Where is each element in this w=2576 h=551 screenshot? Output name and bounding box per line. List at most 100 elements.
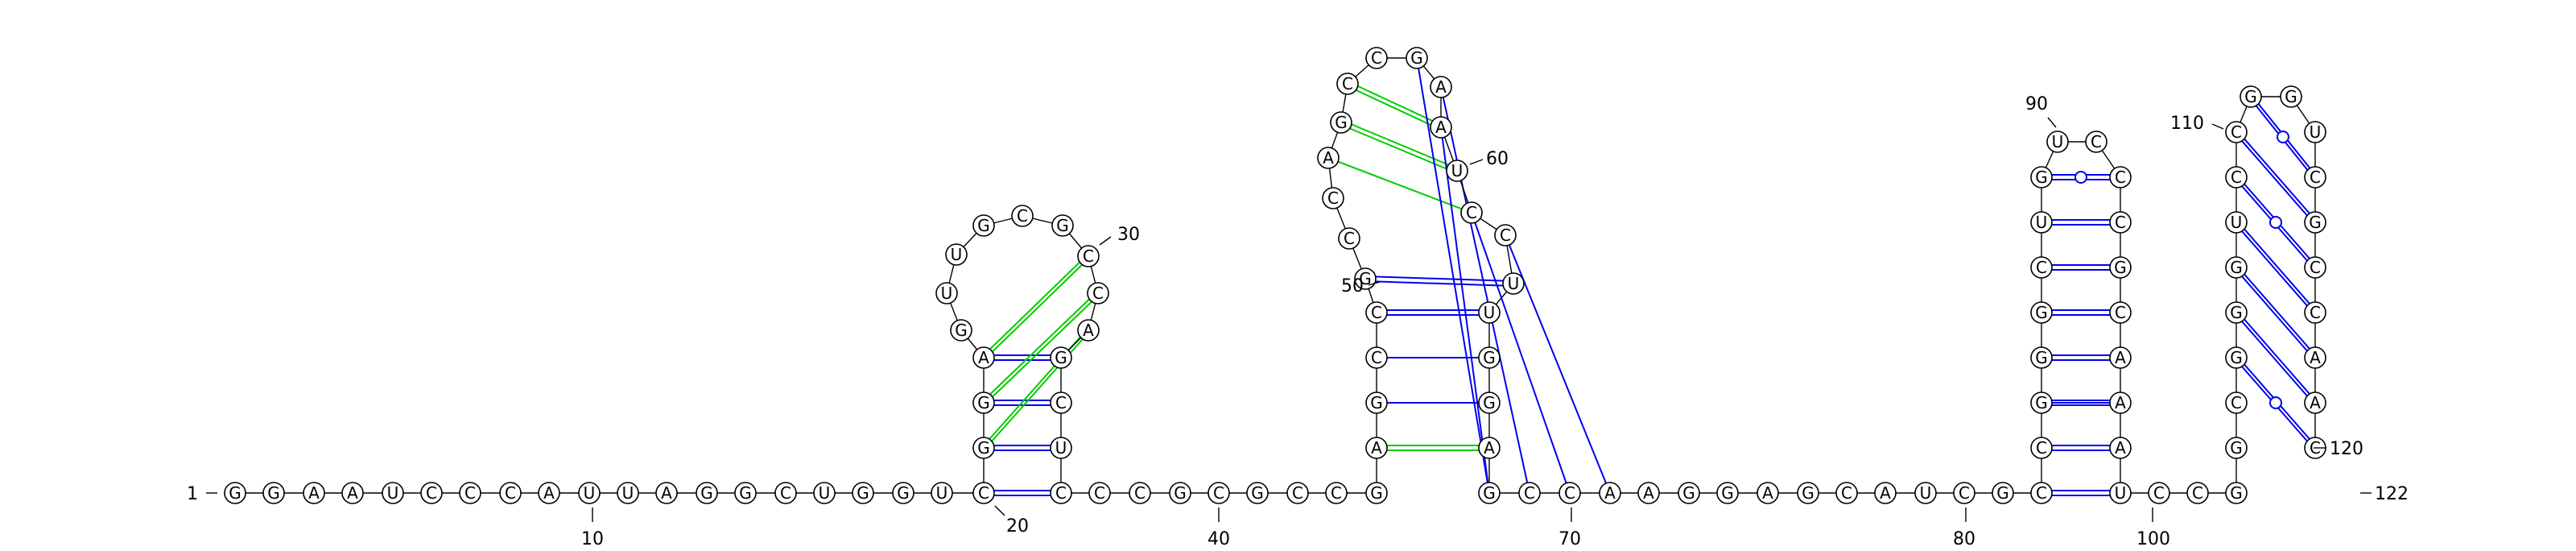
nucleotide: U bbox=[931, 482, 953, 504]
label-120: 120 bbox=[2330, 439, 2363, 459]
label-30: 30 bbox=[1117, 225, 1140, 245]
nucleotide-letter: G bbox=[1056, 216, 1069, 235]
nucleotide-letter: U bbox=[2036, 213, 2048, 232]
nucleotide: C bbox=[2225, 392, 2248, 414]
nucleotide: C bbox=[2304, 256, 2326, 279]
nucleotide: C bbox=[972, 482, 995, 504]
nucleotide: C bbox=[1338, 227, 1360, 250]
nucleotide-letter: A bbox=[1435, 118, 1447, 137]
nucleotide-letter: G bbox=[2230, 348, 2243, 367]
nucleotide: C bbox=[2225, 166, 2248, 188]
nucleotide-letter: C bbox=[1055, 393, 1067, 412]
wobble-pair-marker bbox=[2269, 396, 2282, 409]
nucleotide: C bbox=[1087, 282, 1109, 304]
nucleotide-letter: C bbox=[1500, 226, 1511, 245]
nucleotide-letter: G bbox=[1802, 483, 1814, 503]
nucleotide: A bbox=[2304, 346, 2326, 369]
nucleotide: U bbox=[1446, 160, 1468, 182]
nucleotide-letter: C bbox=[780, 483, 791, 503]
nucleotide: C bbox=[2186, 482, 2209, 504]
nucleotide-letter: C bbox=[2036, 438, 2047, 458]
label-1: 1 bbox=[187, 484, 198, 504]
nucleotide-letter: A bbox=[2310, 393, 2321, 412]
nucleotide: C bbox=[1325, 482, 1348, 504]
nucleotide-letter: C bbox=[1371, 48, 1382, 68]
nucleotide-letter: C bbox=[2310, 168, 2321, 187]
base-pair bbox=[1364, 280, 1514, 287]
nucleotide: C bbox=[459, 482, 481, 504]
nucleotide-letter: C bbox=[1371, 348, 1382, 367]
nucleotide: G bbox=[1246, 482, 1269, 504]
nucleotide-letter: C bbox=[1092, 284, 1104, 303]
numbering-ticks bbox=[206, 117, 2372, 522]
nucleotide-letter: G bbox=[1174, 483, 1187, 503]
nucleotide: G bbox=[1797, 482, 1819, 504]
nucleotide: G bbox=[734, 482, 757, 504]
nucleotide: C bbox=[1460, 201, 1483, 224]
nucleotide-letter: A bbox=[1762, 483, 1773, 503]
nucleotide: G bbox=[2030, 301, 2053, 324]
nucleotide: G bbox=[2304, 211, 2326, 234]
nucleotide: A bbox=[1478, 437, 1501, 459]
nucleotide-letter: U bbox=[936, 483, 948, 503]
nucleotide: A bbox=[1430, 76, 1452, 98]
nucleotide: U bbox=[935, 282, 958, 304]
nucleotide: A bbox=[1637, 482, 1660, 504]
nucleotide-letter: C bbox=[2153, 483, 2165, 503]
nucleotide: G bbox=[892, 482, 914, 504]
nucleotide-letter: U bbox=[1508, 274, 1520, 293]
nucleotide-letter: G bbox=[2035, 168, 2048, 187]
base-pair bbox=[1347, 85, 1442, 130]
nucleotide: C bbox=[2085, 130, 2107, 153]
nucleotide: G bbox=[1992, 482, 2014, 504]
nucleotide: C bbox=[1494, 224, 1517, 246]
nucleotide: G bbox=[1678, 482, 1700, 504]
label-70: 70 bbox=[1558, 529, 1581, 549]
nucleotide-letter: A bbox=[1604, 483, 1616, 503]
nucleotide-letter: U bbox=[2231, 213, 2243, 232]
nucleotide: G bbox=[696, 482, 718, 504]
nucleotide-letter: C bbox=[1371, 303, 1382, 322]
nucleotide: U bbox=[1502, 272, 1525, 295]
nucleotide-letter: G bbox=[1682, 483, 1695, 503]
nucleotide-letter: G bbox=[2285, 87, 2297, 106]
nucleotide-letter: G bbox=[1055, 348, 1067, 367]
nucleotide-letter: C bbox=[505, 483, 516, 503]
nucleotide-letter: G bbox=[897, 483, 910, 503]
nucleotide: C bbox=[1286, 482, 1309, 504]
nucleotide: G bbox=[2225, 301, 2248, 324]
nucleotide: G bbox=[1051, 214, 1074, 237]
nucleotide: C bbox=[1050, 392, 1072, 414]
nucleotide-letter: G bbox=[2230, 483, 2243, 503]
nucleotide: C bbox=[2304, 166, 2326, 188]
nucleotide-letter: C bbox=[2231, 393, 2242, 412]
backbone bbox=[235, 57, 2316, 494]
nucleotide-letter: G bbox=[1483, 483, 1496, 503]
nucleotide-letter: G bbox=[2244, 87, 2257, 106]
nucleotide-letter: C bbox=[1327, 188, 1339, 208]
nucleotide-letter: A bbox=[661, 483, 672, 503]
nucleotide: G bbox=[2225, 346, 2248, 369]
base-pair bbox=[2235, 224, 2316, 316]
nucleotide: C bbox=[774, 482, 797, 504]
nucleotide-letter: U bbox=[584, 483, 596, 503]
nucleotide: U bbox=[1478, 301, 1501, 324]
nucleotide: U bbox=[2030, 211, 2053, 234]
nucleotide: C bbox=[1077, 245, 1100, 267]
base-pair bbox=[2235, 314, 2316, 406]
nucleotide: G bbox=[1478, 482, 1501, 504]
nucleotide: G bbox=[2240, 85, 2262, 108]
nucleotide: G bbox=[2225, 437, 2248, 459]
nucleotide-letter: C bbox=[2115, 213, 2126, 232]
nucleotide: U bbox=[578, 482, 601, 504]
nucleotide-letter: U bbox=[622, 483, 634, 503]
position-numbering: 1 10 20 30 40 50 60 70 80 90 100 110 120… bbox=[187, 94, 2409, 549]
nucleotide-letter: C bbox=[2036, 258, 2047, 277]
base-pair bbox=[1340, 124, 1458, 174]
nucleotide-letter: C bbox=[426, 483, 437, 503]
nucleotide-letter: G bbox=[2035, 393, 2048, 412]
nucleotide-letter: A bbox=[1371, 438, 1382, 458]
nucleotide: G bbox=[262, 482, 285, 504]
nucleotide-letter: C bbox=[1292, 483, 1303, 503]
